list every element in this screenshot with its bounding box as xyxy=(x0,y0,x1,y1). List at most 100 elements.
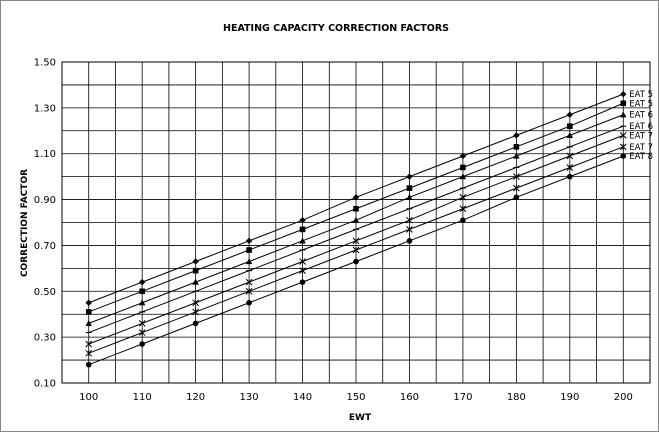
data-point xyxy=(406,185,413,191)
data-point xyxy=(352,216,360,223)
data-point xyxy=(406,226,413,233)
data-point xyxy=(85,319,92,326)
legend-label: EAT 5 xyxy=(629,90,653,100)
data-point xyxy=(620,111,627,118)
x-tick-label: 120 xyxy=(186,392,205,403)
y-tick-label: 0.30 xyxy=(34,333,56,344)
x-tick-label: 170 xyxy=(453,392,472,403)
data-point xyxy=(513,132,520,139)
series-6 xyxy=(85,143,627,357)
data-point xyxy=(299,279,306,285)
data-point xyxy=(406,193,413,200)
y-tick-label: 1.10 xyxy=(34,149,56,160)
grid xyxy=(61,61,651,384)
data-point xyxy=(299,258,306,265)
data-point xyxy=(460,217,466,224)
data-point xyxy=(459,173,467,180)
x-tick-label: 150 xyxy=(346,392,365,403)
data-point xyxy=(299,267,306,275)
series-1 xyxy=(85,90,627,306)
legend-label: EAT 5 xyxy=(629,99,653,109)
data-point xyxy=(139,341,145,347)
y-tick-label: 0.90 xyxy=(34,195,56,206)
data-point xyxy=(245,258,253,265)
y-tick-label: 0.70 xyxy=(34,241,56,252)
data-point xyxy=(567,123,573,129)
data-point xyxy=(620,90,627,98)
data-point xyxy=(245,287,253,295)
x-tick-label: 140 xyxy=(293,392,312,403)
data-point xyxy=(567,173,573,180)
data-point xyxy=(299,237,306,244)
data-point xyxy=(406,216,413,224)
data-point xyxy=(85,349,93,357)
data-point xyxy=(460,164,466,171)
data-point xyxy=(138,320,146,327)
series-4 xyxy=(85,125,627,334)
data-point xyxy=(513,184,520,192)
data-point xyxy=(246,247,252,253)
data-point xyxy=(620,153,627,159)
data-point xyxy=(513,173,520,180)
data-point xyxy=(192,267,199,274)
x-tick-label: 200 xyxy=(614,392,633,403)
data-point xyxy=(192,308,199,316)
data-point xyxy=(139,288,145,295)
data-point xyxy=(299,217,306,224)
data-point xyxy=(192,299,199,307)
data-point xyxy=(299,226,306,233)
series-7 xyxy=(85,153,627,368)
data-point xyxy=(353,205,359,212)
x-tick-label: 190 xyxy=(560,392,579,403)
data-point xyxy=(353,258,359,265)
data-point xyxy=(138,329,146,336)
x-tick-label: 110 xyxy=(133,392,152,403)
data-point xyxy=(85,309,92,315)
data-point xyxy=(138,299,146,306)
legend-label: EAT 7 xyxy=(629,131,653,141)
data-point xyxy=(245,237,253,245)
x-tick-label: 130 xyxy=(240,392,259,403)
data-point xyxy=(245,278,253,286)
series-3 xyxy=(85,111,627,326)
series-5 xyxy=(85,132,627,348)
data-point xyxy=(192,320,199,327)
data-point xyxy=(619,143,627,151)
legend-label: EAT 6 xyxy=(629,122,653,132)
chart-title: HEATING CAPACITY CORRECTION FACTORS xyxy=(223,23,449,34)
data-point xyxy=(566,111,574,118)
data-point xyxy=(566,164,574,171)
y-tick-label: 1.50 xyxy=(34,58,56,69)
y-axis-title: CORRECTION FACTOR xyxy=(20,169,30,277)
data-point xyxy=(192,258,199,265)
data-point xyxy=(138,278,146,286)
data-point xyxy=(352,194,360,201)
data-point xyxy=(513,144,520,150)
x-tick-label: 160 xyxy=(400,392,419,403)
data-point xyxy=(406,173,413,180)
data-point xyxy=(459,152,467,160)
data-point xyxy=(352,237,360,245)
data-point xyxy=(246,299,252,306)
data-point xyxy=(459,193,467,201)
x-tick-label: 180 xyxy=(507,392,526,403)
data-point xyxy=(85,299,92,306)
tick-labels: 0.10 0.30 0.50 0.70 0.90 1.10 1.30 1.50 100 110 12… xyxy=(34,58,633,404)
legend-label: EAT 6 xyxy=(629,111,653,121)
data-point xyxy=(513,152,520,159)
series-2 xyxy=(85,100,627,315)
data-point xyxy=(619,132,627,139)
x-axis-title: EWT xyxy=(349,413,372,423)
legend-label: EAT 8 xyxy=(629,152,653,162)
data-point xyxy=(352,246,360,254)
x-tick-label: 100 xyxy=(79,392,98,403)
data-point xyxy=(85,340,93,348)
data-point xyxy=(192,278,199,285)
data-point xyxy=(459,205,467,213)
data-point xyxy=(513,194,520,201)
y-tick-label: 0.50 xyxy=(34,287,56,298)
series-group xyxy=(85,90,627,368)
